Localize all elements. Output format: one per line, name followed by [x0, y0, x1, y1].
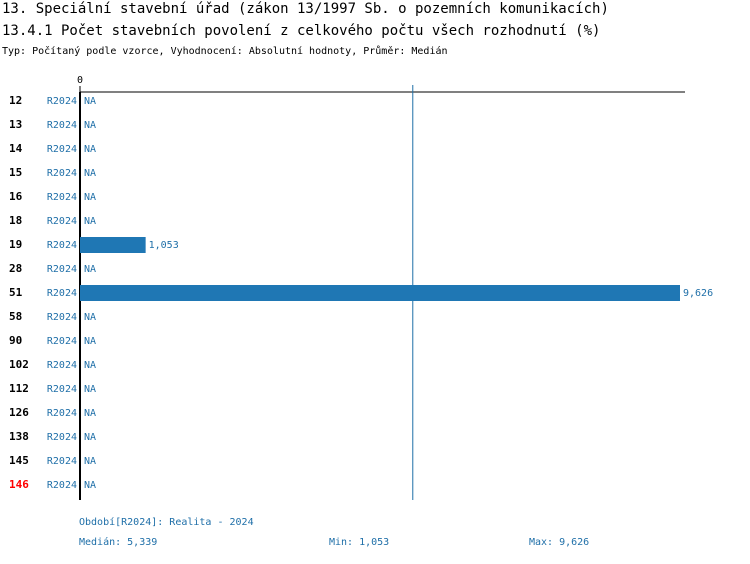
series-label: R2024: [47, 168, 77, 179]
category-label: 13: [9, 118, 22, 131]
value-label: NA: [84, 360, 96, 371]
category-label: 14: [9, 142, 23, 155]
series-label: R2024: [47, 96, 77, 107]
value-label: NA: [84, 336, 96, 347]
value-label: NA: [84, 264, 96, 275]
value-label: NA: [84, 408, 96, 419]
series-label: R2024: [47, 360, 77, 371]
category-label: 16: [9, 190, 23, 203]
category-label: 112: [9, 382, 29, 395]
series-label: R2024: [47, 288, 77, 299]
min-text: Min: 1,053: [329, 537, 389, 548]
category-label: 51: [9, 286, 23, 299]
series-label: R2024: [47, 480, 77, 491]
value-label: NA: [84, 480, 96, 491]
bar: [80, 237, 146, 253]
value-label: NA: [84, 432, 96, 443]
category-label: 145: [9, 454, 29, 467]
bar: [80, 285, 680, 301]
series-label: R2024: [47, 216, 77, 227]
category-label: 58: [9, 310, 22, 323]
chart-subtitle: 13.4.1 Počet stavebních povolení z celko…: [2, 23, 600, 39]
value-label: NA: [84, 168, 96, 179]
series-label: R2024: [47, 264, 77, 275]
value-label: NA: [84, 312, 96, 323]
category-label: 19: [9, 238, 22, 251]
x-tick-label: 0: [77, 75, 83, 86]
series-label: R2024: [47, 240, 77, 251]
value-label: NA: [84, 144, 96, 155]
category-label: 15: [9, 166, 22, 179]
series-label: R2024: [47, 456, 77, 467]
value-label: NA: [84, 384, 96, 395]
category-label: 102: [9, 358, 29, 371]
series-label: R2024: [47, 432, 77, 443]
value-label: NA: [84, 120, 96, 131]
series-label: R2024: [47, 408, 77, 419]
value-label: NA: [84, 456, 96, 467]
value-label: NA: [84, 96, 96, 107]
category-label: 126: [9, 406, 29, 419]
category-label: 146: [9, 478, 29, 491]
series-label: R2024: [47, 120, 77, 131]
category-label: 12: [9, 94, 22, 107]
series-label: R2024: [47, 144, 77, 155]
value-label: NA: [84, 216, 96, 227]
category-label: 18: [9, 214, 22, 227]
category-label: 138: [9, 430, 29, 443]
period: Období[R2024]: Realita - 2024: [79, 516, 254, 528]
value-label: 1,053: [149, 240, 179, 251]
max-text: Max: 9,626: [529, 537, 589, 548]
series-label: R2024: [47, 192, 77, 203]
series-label: R2024: [47, 384, 77, 395]
median-text: Medián: 5,339: [79, 536, 157, 548]
category-label: 90: [9, 334, 22, 347]
series-label: R2024: [47, 312, 77, 323]
chart-title: 13. Speciální stavební úřad (zákon 13/19…: [2, 1, 609, 17]
value-label: 9,626: [683, 288, 713, 299]
category-label: 28: [9, 262, 22, 275]
value-label: NA: [84, 192, 96, 203]
series-label: R2024: [47, 336, 77, 347]
chart-note: Typ: Počítaný podle vzorce, Vyhodnocení:…: [2, 45, 448, 57]
